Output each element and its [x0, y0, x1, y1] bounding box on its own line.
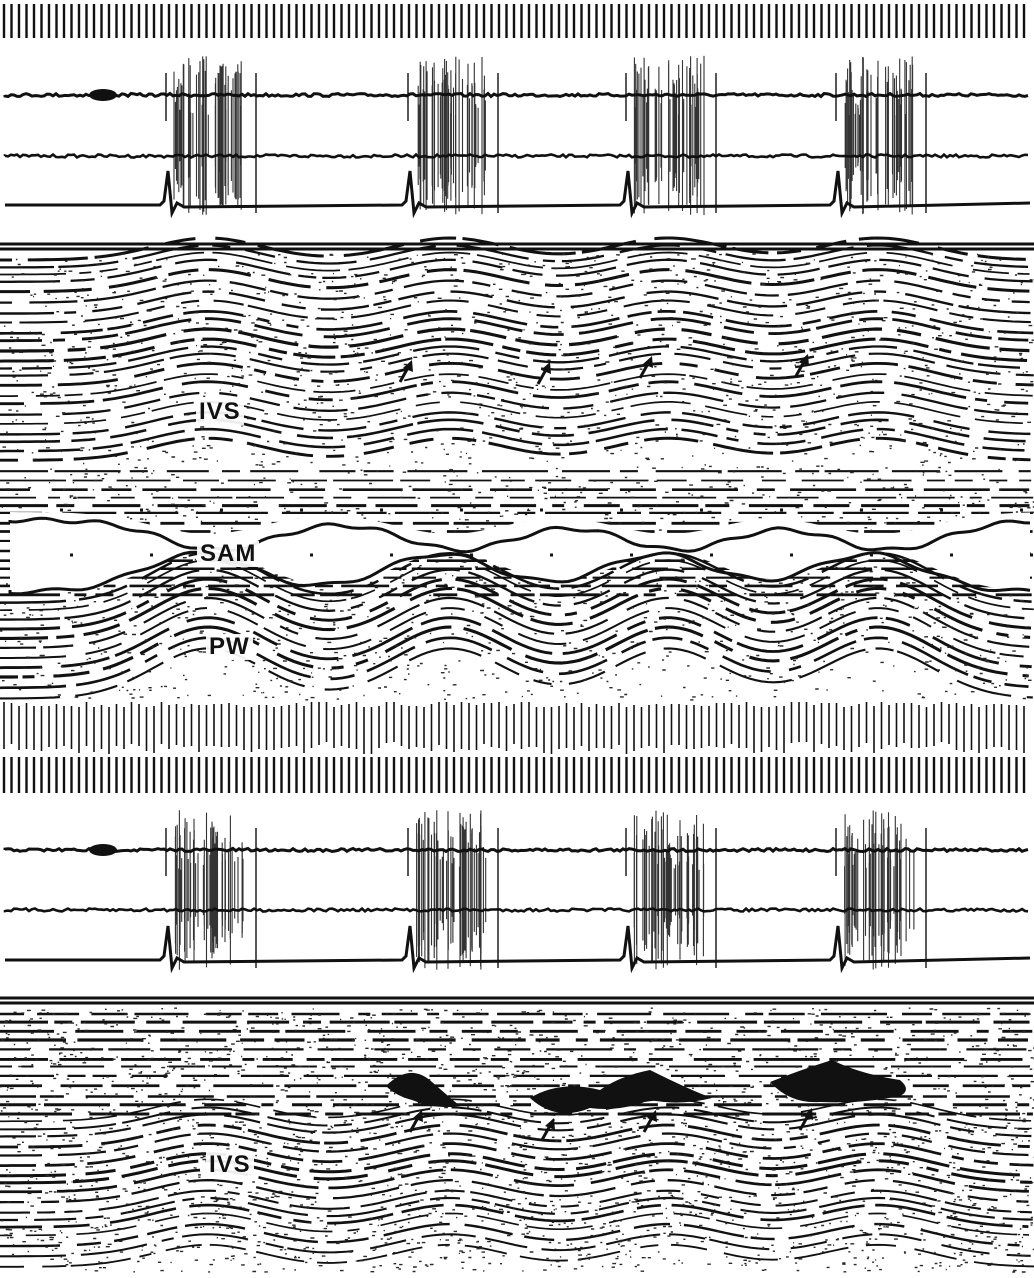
- ecg-phono-panel-top: [3, 55, 1031, 219]
- contrast-echo-blobs: [386, 1060, 906, 1114]
- time-marker-strip-top: [2, 4, 1026, 38]
- arrows-bottom: [408, 1108, 813, 1141]
- arrows-top: [398, 354, 809, 385]
- time-marker-strip-middle: [2, 757, 1026, 793]
- ecg-phono-panel-bottom: [3, 810, 1031, 974]
- lv-cavity: [8, 508, 1033, 596]
- ivs-label-bottom: IVS: [206, 1152, 254, 1178]
- pw-label: PW: [206, 634, 253, 660]
- ivs-label-top: IVS: [196, 399, 244, 425]
- time-marker-strip-lower: [3, 702, 1025, 754]
- mmode-panel-top: [0, 236, 1034, 701]
- mmode-panel-bottom: [0, 996, 1034, 1273]
- sam-label: SAM: [197, 541, 260, 567]
